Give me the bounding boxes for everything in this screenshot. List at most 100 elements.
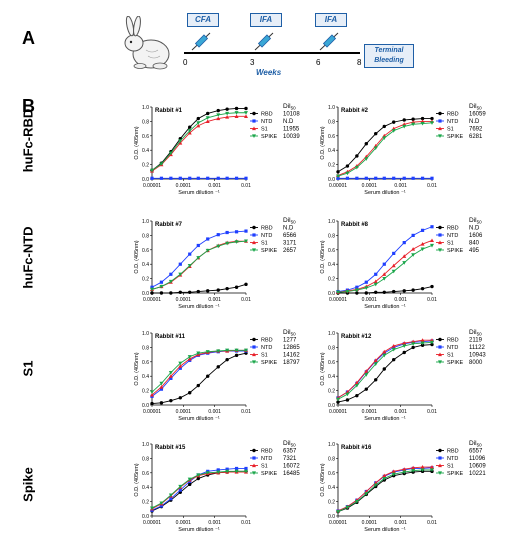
SPIKE-point: [187, 355, 192, 359]
RBD-point: [374, 290, 378, 294]
NTD-legend-marker: [438, 345, 442, 349]
dil50-value: N.D: [283, 226, 294, 232]
NTD-point: [159, 504, 164, 508]
y-tick-label: 0.6: [328, 360, 335, 366]
legend-label: NTD: [261, 345, 272, 351]
NTD-point: [234, 230, 239, 234]
SPIKE-point: [411, 469, 416, 473]
chart-panel: [336, 220, 444, 295]
S1-point: [205, 119, 210, 123]
dil50-value: 10609: [469, 464, 486, 470]
SPIKE-point: [430, 468, 434, 472]
SPIKE-point: [159, 381, 164, 386]
RBD-point: [178, 396, 182, 400]
legend-label: RBD: [261, 226, 273, 232]
SPIKE-point: [234, 111, 239, 115]
y-tick-label: 0.6: [142, 248, 149, 254]
y-tick-label: 0.2: [142, 500, 149, 506]
y-tick-label: 0.0: [142, 403, 149, 409]
RBD-point: [225, 107, 229, 111]
SPIKE-point: [354, 500, 359, 504]
x-tick-label: 0.01: [427, 409, 437, 415]
legend-label: S1: [261, 464, 268, 470]
x-tick-label: 0.01: [427, 297, 437, 303]
y-tick-label: 0.0: [142, 514, 149, 520]
dil50-value: 10108: [283, 112, 300, 118]
SPIKE-point: [178, 484, 183, 489]
legend-label: NTD: [447, 119, 458, 125]
NTD-point: [225, 176, 229, 180]
RBD-point: [188, 391, 192, 395]
RBD-point: [188, 290, 192, 294]
SPIKE-point: [244, 348, 248, 353]
legend-label: S1: [447, 353, 454, 359]
S1-point: [420, 338, 425, 342]
NTD-point: [364, 176, 368, 180]
NTD-point: [244, 176, 248, 180]
y-tick-label: 0.4: [142, 262, 149, 268]
legend-label: RBD: [447, 338, 459, 344]
x-tick-label: 0.01: [241, 409, 251, 415]
NTD-legend-marker: [438, 456, 442, 460]
x-tick-label: 0.00001: [329, 409, 347, 415]
legend-label: S1: [447, 241, 454, 247]
SPIKE-point: [382, 353, 387, 358]
dil50-header: Dil50: [283, 329, 296, 337]
legend-label: NTD: [447, 456, 458, 462]
RBD-point: [178, 290, 182, 294]
dil50-header: Dil50: [469, 329, 482, 337]
dil50-value: 7321: [283, 456, 297, 462]
SPIKE-legend-marker: [438, 134, 442, 138]
SPIKE-point: [187, 477, 192, 482]
chart-panel: [336, 443, 444, 518]
dil50-value: 10943: [469, 353, 486, 359]
dil50-value: 6566: [283, 233, 297, 239]
S1-legend-marker: [438, 463, 442, 468]
NTD-point: [244, 229, 248, 233]
RBD-point: [364, 291, 368, 295]
SPIKE-point: [244, 239, 248, 244]
legend-label: SPIKE: [447, 134, 464, 140]
legend-label: RBD: [261, 449, 273, 455]
NTD-point: [392, 176, 396, 180]
RBD-point: [244, 282, 248, 287]
legend-label: SPIKE: [261, 134, 278, 140]
y-axis-label: O.D. (405nm): [134, 352, 140, 385]
x-tick-label: 0.0001: [176, 183, 192, 189]
dil50-value: N.D: [469, 119, 480, 125]
x-tick-label: 0.01: [241, 297, 251, 303]
SPIKE-point: [205, 471, 210, 475]
NTD-point: [169, 272, 173, 276]
S1-legend-marker: [252, 463, 256, 468]
S1-point: [168, 374, 173, 378]
NTD-point: [196, 243, 200, 248]
SPIKE-point: [391, 129, 396, 133]
series-line-s1: [151, 240, 246, 290]
y-axis-label: O.D. (405nm): [320, 240, 326, 273]
RBD-point: [392, 120, 396, 124]
NTD-point: [402, 176, 406, 180]
x-tick-label: 0.001: [394, 520, 407, 526]
y-tick-label: 1.0: [328, 105, 335, 111]
y-tick-label: 0.0: [142, 291, 149, 297]
SPIKE-point: [420, 121, 425, 126]
y-tick-label: 0.4: [142, 485, 149, 491]
NTD-point: [382, 176, 386, 180]
SPIKE-point: [382, 476, 387, 481]
SPIKE-point: [382, 277, 387, 281]
dil50-value: 8000: [469, 360, 483, 366]
NTD-point: [355, 285, 359, 289]
SPIKE-point: [168, 493, 173, 498]
SPIKE-point: [373, 282, 378, 287]
SPIKE-legend-marker: [438, 471, 442, 475]
legend-label: NTD: [261, 233, 272, 239]
SPIKE-point: [244, 469, 248, 474]
RBD-legend-marker: [252, 111, 256, 116]
RBD-point: [430, 342, 434, 347]
chart-panel: [150, 332, 258, 407]
RBD-point: [402, 289, 406, 293]
y-tick-label: 0.8: [328, 345, 335, 351]
y-axis-label: O.D. (405nm): [320, 463, 326, 496]
legend-label: SPIKE: [447, 360, 464, 366]
SPIKE-legend-marker: [252, 471, 256, 475]
